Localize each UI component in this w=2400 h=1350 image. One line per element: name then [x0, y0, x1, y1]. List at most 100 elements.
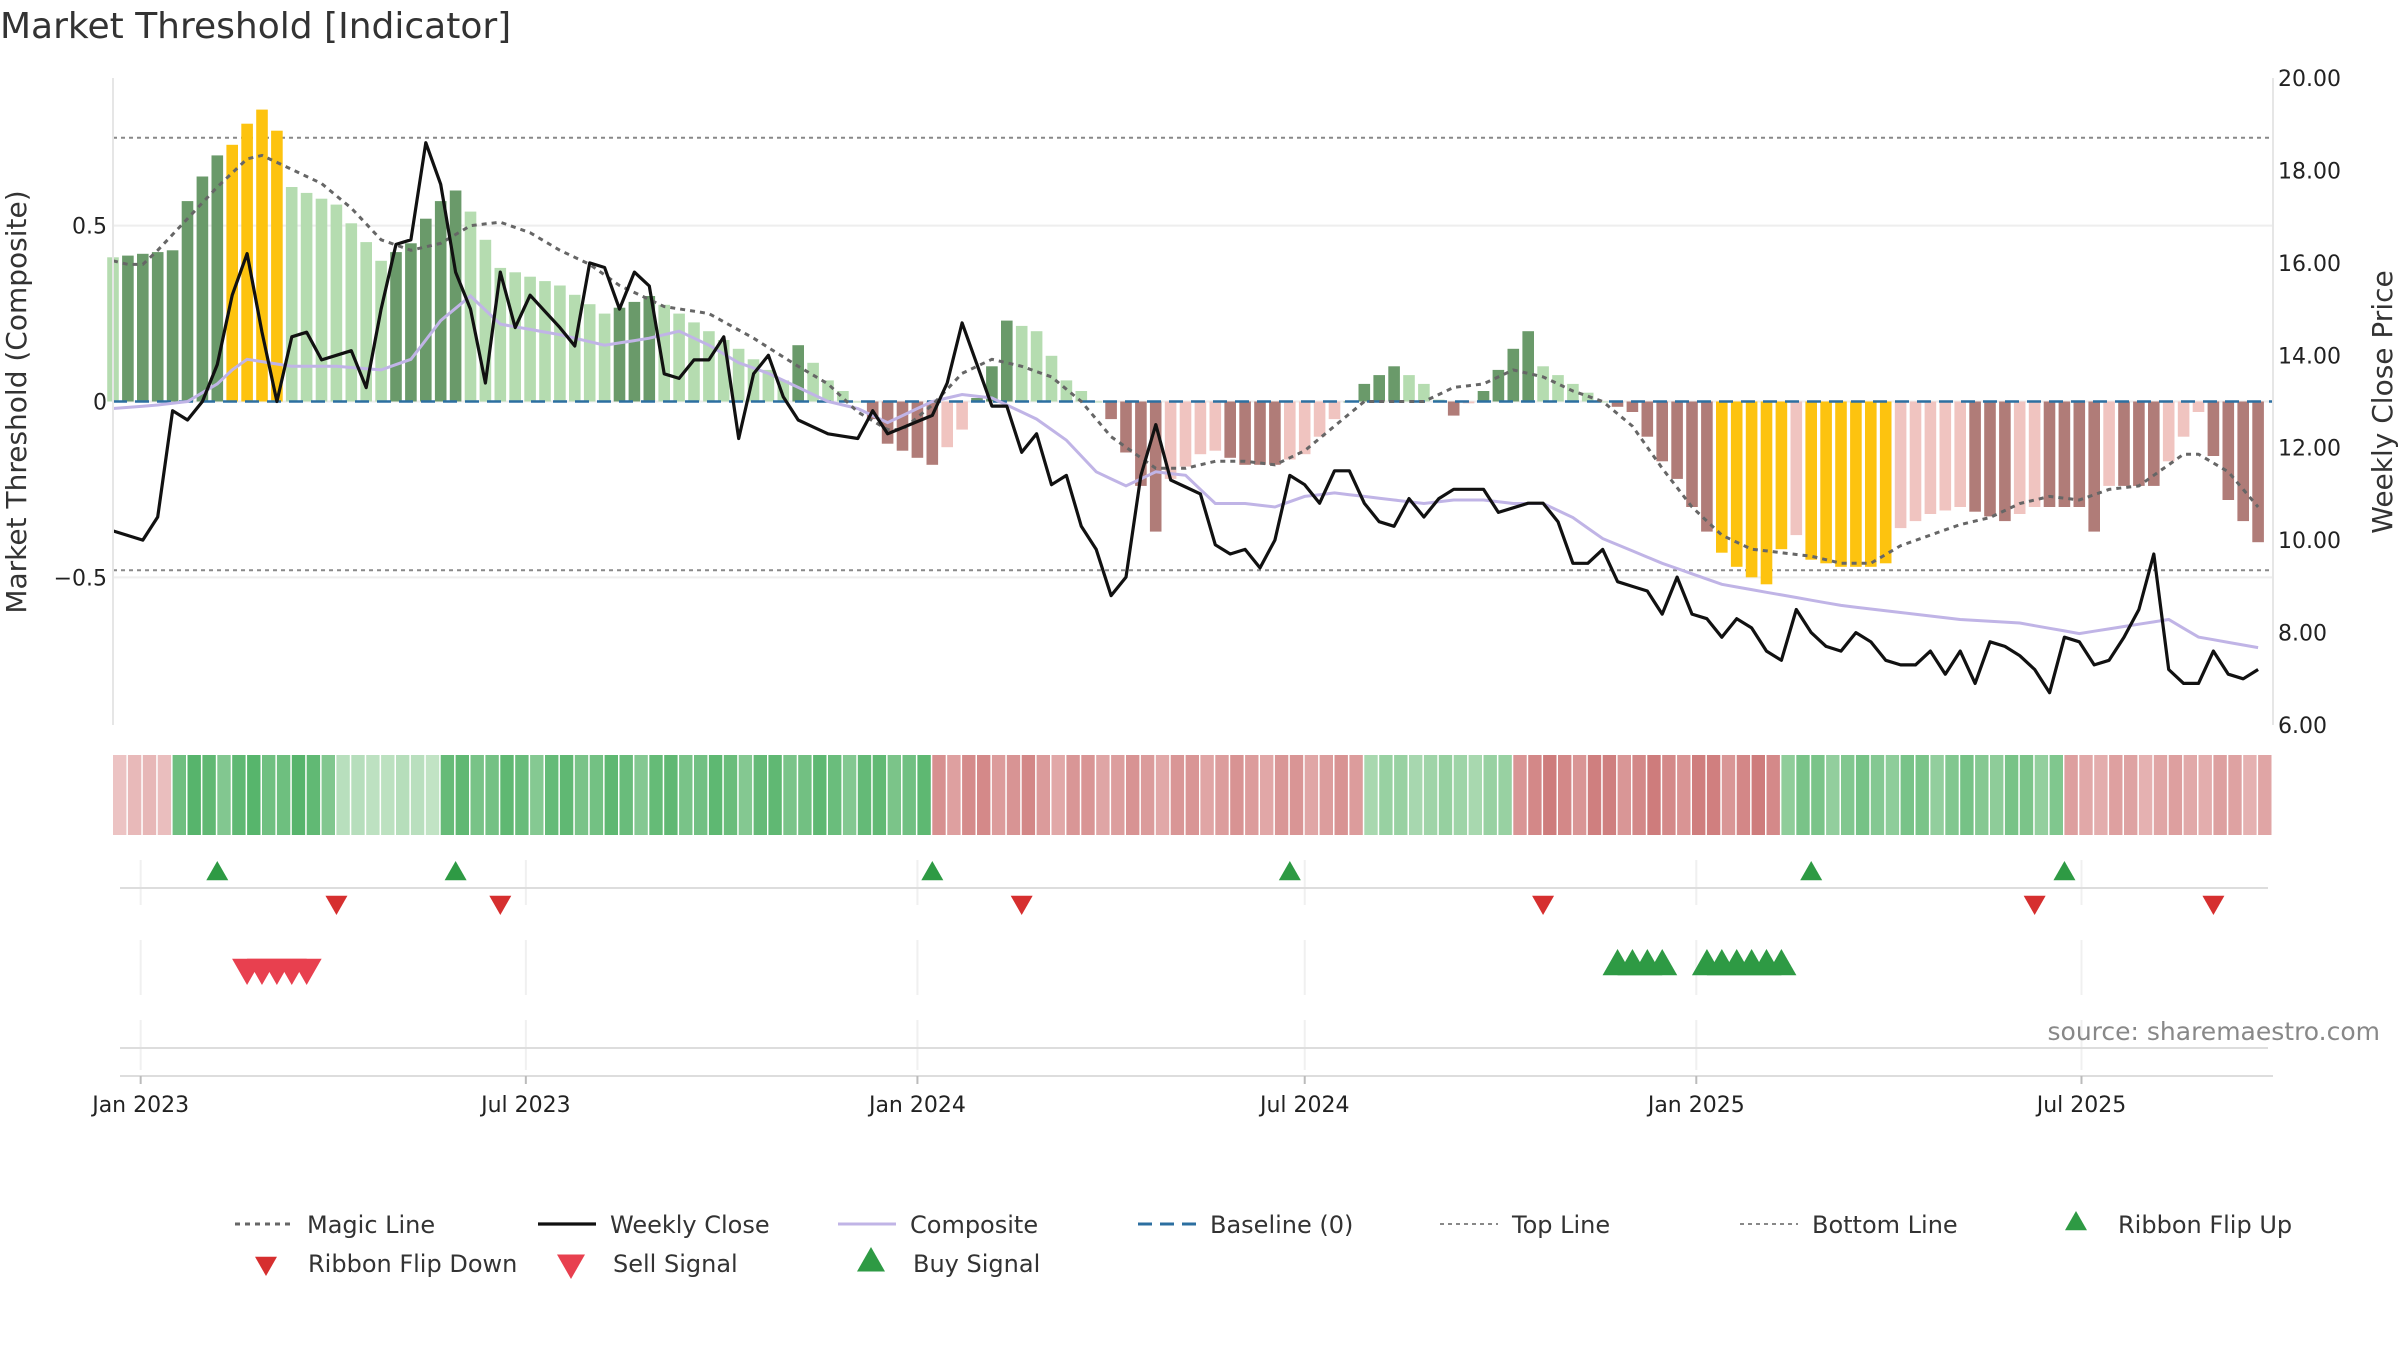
composite-bar [1716, 401, 1728, 553]
composite-bar [1120, 401, 1132, 453]
ribbon-cell [157, 755, 172, 835]
composite-bar [703, 331, 715, 402]
composite-bar [911, 401, 924, 458]
ribbon-cell [559, 755, 574, 835]
ribbon-cell [1453, 755, 1468, 835]
composite-bar [1030, 331, 1043, 402]
ribbon-cell [1662, 755, 1676, 835]
composite-bar [717, 340, 730, 402]
ribbon-cell [1900, 755, 1914, 835]
ribbon-cell [1855, 755, 1870, 835]
x-tick-label: Jul 2025 [2035, 1093, 2127, 1118]
composite-bar [1686, 401, 1698, 507]
ribbon-cell [127, 755, 142, 835]
composite-bar [1820, 401, 1832, 564]
composite-bar [1939, 401, 1952, 511]
ribbon-cell [2213, 755, 2227, 835]
ribbon-cell [1736, 755, 1751, 835]
composite-bar [1924, 401, 1937, 514]
composite-bar [852, 401, 864, 403]
composite-bar [360, 242, 372, 402]
composite-bar [1164, 401, 1177, 479]
empty-panel [120, 1020, 2268, 1070]
ribbon-flip-down-marker [2023, 895, 2046, 915]
ribbon-cell [634, 755, 648, 835]
composite-bar [241, 123, 253, 402]
ribbon-cell [545, 755, 559, 835]
composite-bar [673, 313, 685, 402]
ribbon-cell [842, 755, 857, 835]
composite-bar [554, 285, 566, 402]
y-tick-label: −0.5 [54, 566, 107, 591]
composite-bar [762, 369, 775, 402]
ribbon-flip-down-marker [2202, 895, 2225, 915]
ribbon-cell [1394, 755, 1408, 835]
composite-bar [1403, 375, 1415, 402]
composite-bar [569, 294, 581, 402]
chart-title: Market Threshold [Indicator] [0, 6, 511, 47]
composite-bar [151, 252, 164, 402]
composite-bar [1909, 401, 1922, 522]
composite-bar [1522, 331, 1534, 402]
ribbon-cell [1140, 755, 1155, 835]
composite-bar [390, 252, 402, 402]
composite-bar [1626, 401, 1639, 412]
ribbon-cell [977, 755, 991, 835]
ribbon-cell [455, 755, 469, 835]
ribbon-cell [1036, 755, 1050, 835]
composite-bar [2148, 401, 2160, 486]
legend-label: Ribbon Flip Down [308, 1250, 517, 1278]
composite-bar [2222, 401, 2235, 500]
ribbon-cell [932, 755, 946, 835]
ribbon-cell [1126, 755, 1140, 835]
composite-bar [1492, 369, 1505, 402]
ribbon-cell [276, 755, 291, 835]
composite-bar [2058, 401, 2071, 507]
ribbon-cell [2079, 755, 2093, 835]
composite-bar [1418, 383, 1430, 402]
composite-bar [345, 223, 358, 402]
y2-tick-label: 6.00 [2278, 714, 2327, 739]
composite-bar [1001, 320, 1013, 402]
ribbon-cell [2183, 755, 2197, 835]
ribbon-cell [783, 755, 797, 835]
ribbon-cell [917, 755, 931, 835]
composite-bar [300, 192, 313, 402]
composite-bar [1805, 401, 1817, 560]
composite-bar [777, 380, 790, 402]
composite-bar [330, 204, 343, 402]
composite-bar [449, 190, 462, 402]
composite-bar [732, 348, 745, 402]
ribbon-cell [1111, 755, 1125, 835]
composite-bar [1090, 401, 1102, 403]
composite-bar [1224, 401, 1236, 458]
ribbon-cell [887, 755, 901, 835]
ribbon-cell [1379, 755, 1393, 835]
ribbon-cell [1990, 755, 2004, 835]
ribbon-cell [1975, 755, 1989, 835]
signal-panel [139, 940, 2083, 995]
composite-bar [2028, 401, 2041, 507]
ribbon-cell [1304, 755, 1319, 835]
composite-bar [1567, 383, 1579, 402]
composite-bar [986, 366, 998, 402]
ribbon-flip-up-marker [1278, 861, 1301, 881]
ribbon-cell [336, 755, 350, 835]
ribbon-cell [1617, 755, 1631, 835]
ribbon-cell [321, 755, 335, 835]
ribbon-cell [1513, 755, 1527, 835]
ribbon-cell [1021, 755, 1036, 835]
composite-bar [1254, 401, 1266, 465]
composite-bar [628, 301, 641, 402]
ribbon-cell [1215, 755, 1229, 835]
composite-bar [1775, 401, 1788, 550]
composite-bar [196, 176, 209, 402]
composite-bars [107, 109, 2264, 585]
ribbon-cell [902, 755, 916, 835]
composite-bar [1284, 401, 1296, 460]
composite-bar [1269, 401, 1281, 465]
ribbon-cell [1066, 755, 1080, 835]
ribbon-cell [1409, 755, 1423, 835]
composite-bar [1194, 401, 1207, 455]
